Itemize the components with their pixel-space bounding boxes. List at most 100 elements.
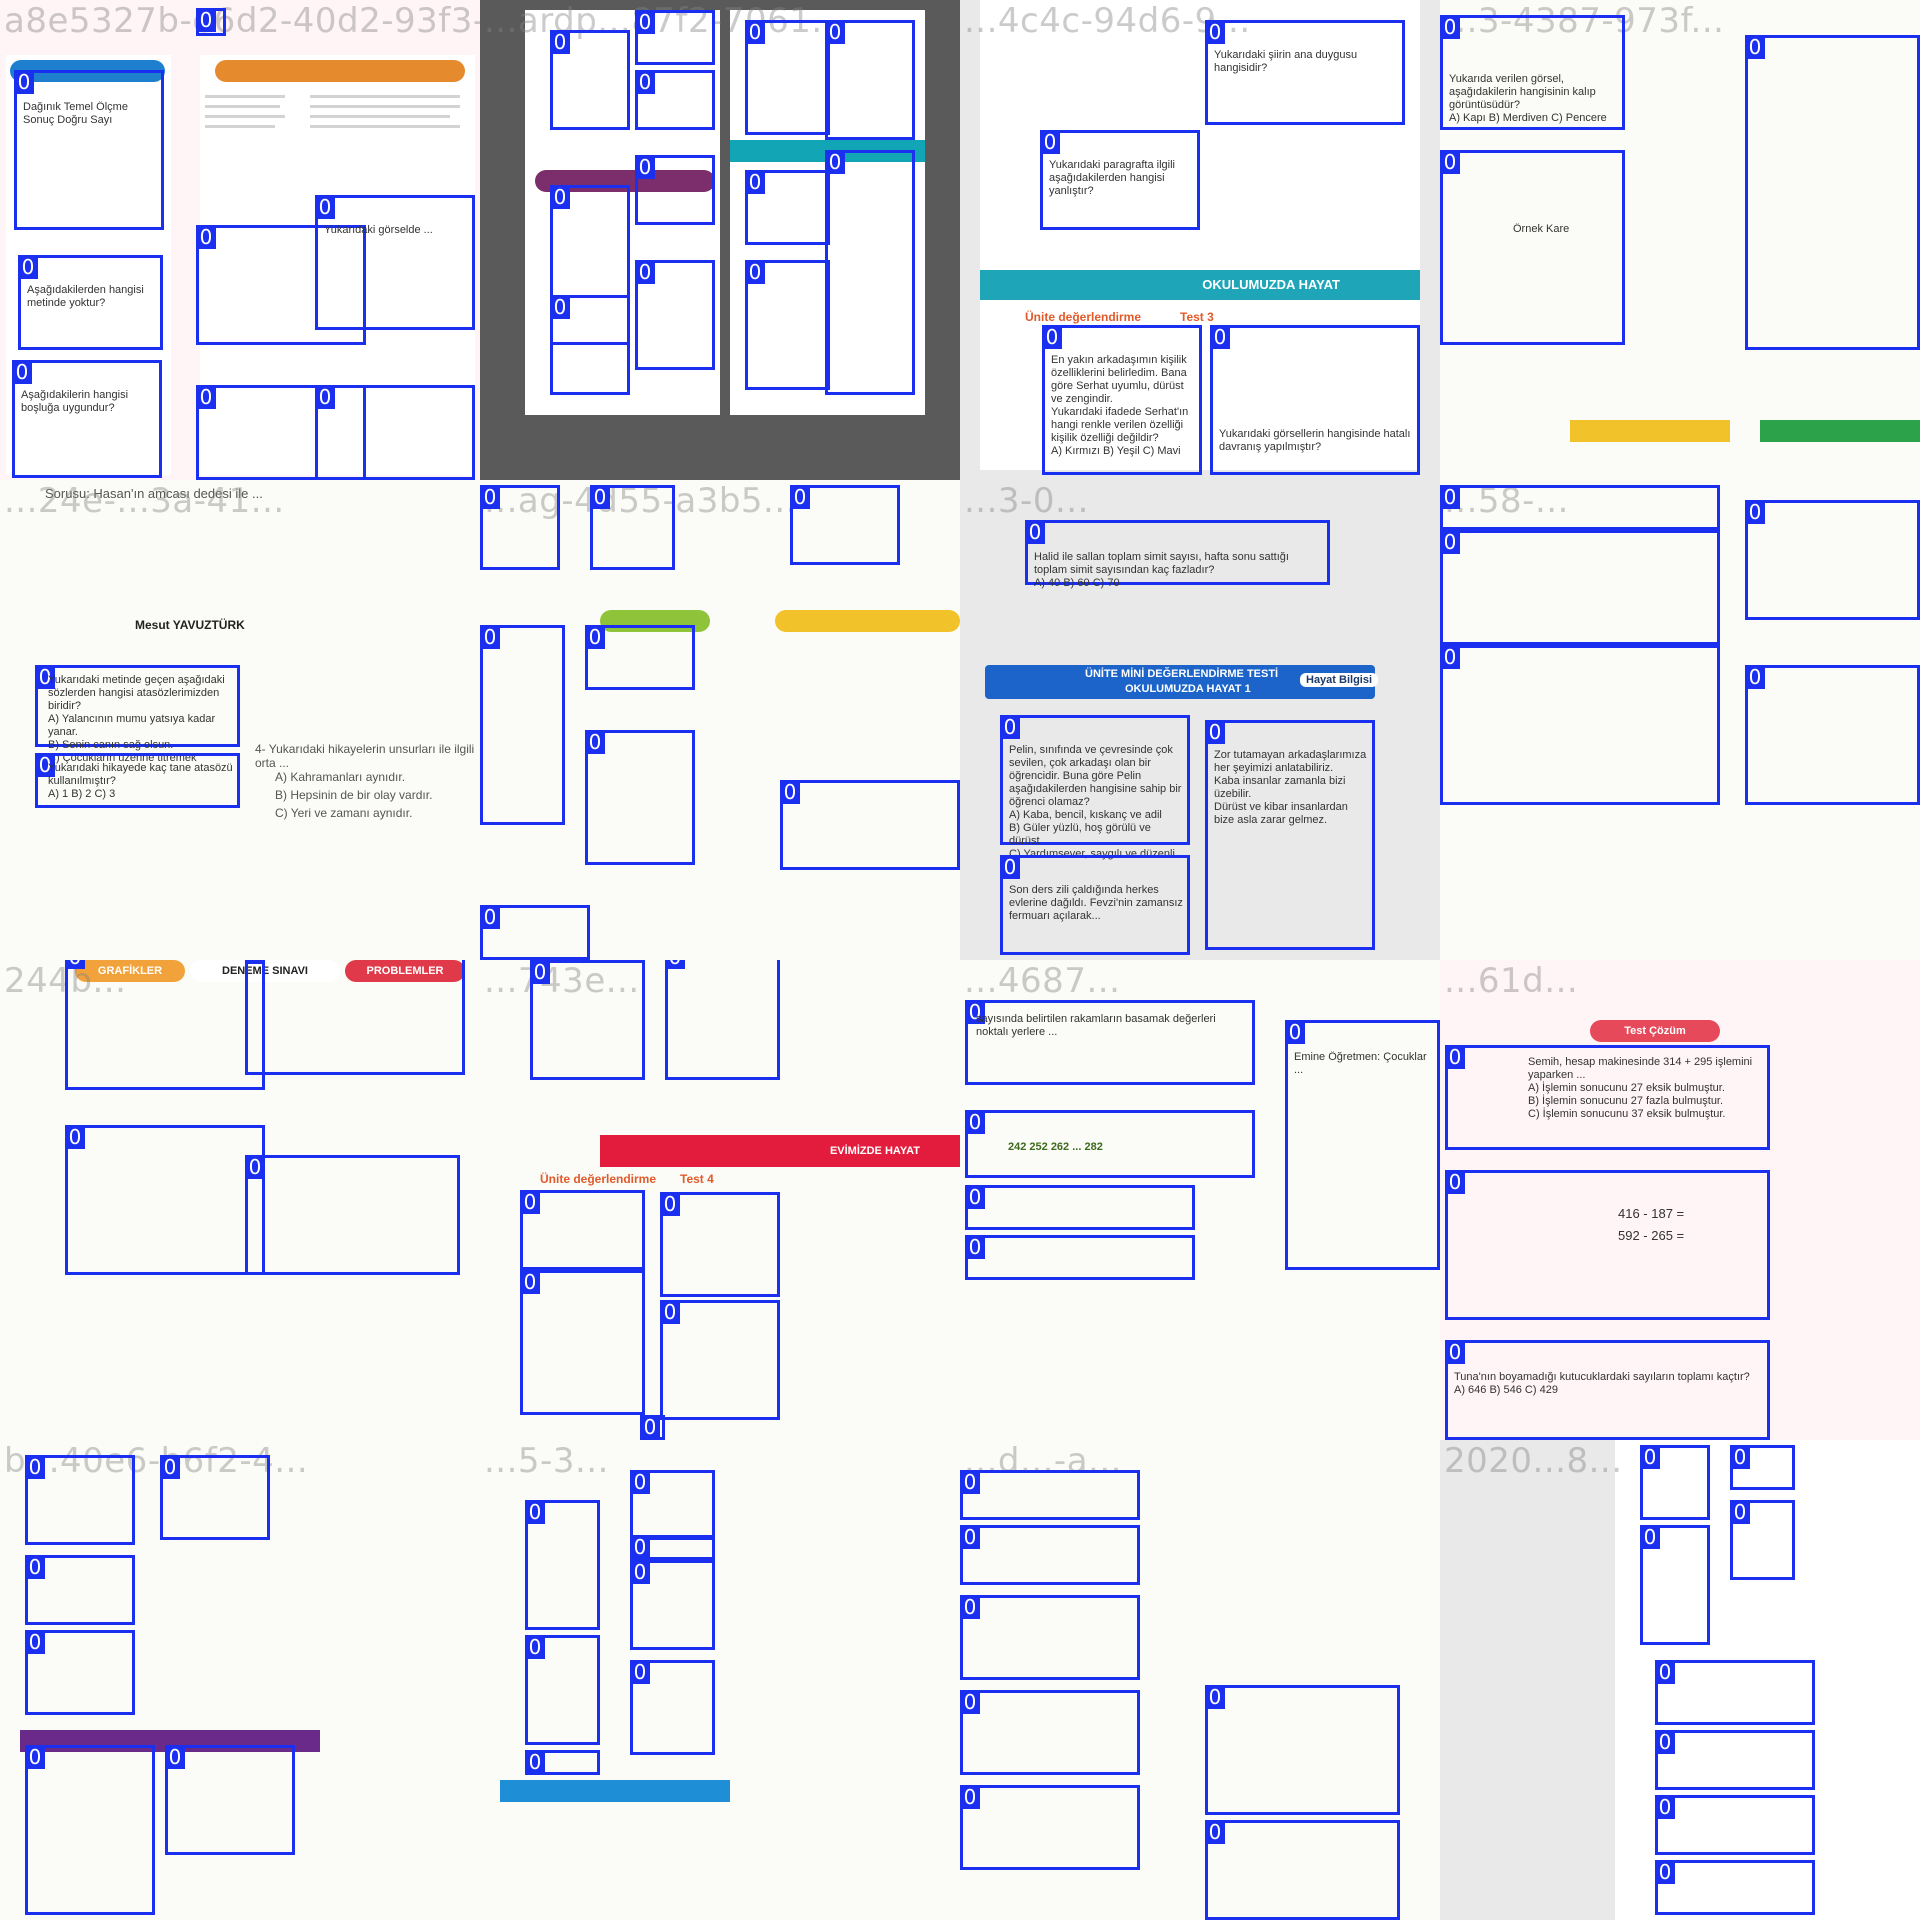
question-box: 0 bbox=[315, 385, 475, 480]
box-text: Yukarıda verilen görsel, aşağıdakilerin … bbox=[1449, 73, 1607, 124]
question-box: 0 bbox=[960, 1785, 1140, 1870]
tile-2: ...ardp...87f2-7061... 0 0 0 0 0 0 0 0 0… bbox=[480, 0, 960, 480]
box-label: 0 bbox=[635, 155, 655, 179]
question-box: 0 bbox=[550, 30, 630, 130]
question-box: 0 bbox=[960, 1525, 1140, 1585]
question-box: 0 bbox=[635, 10, 715, 65]
box-label: 0 bbox=[1730, 1500, 1750, 1524]
test-badge: Test Çözüm bbox=[1590, 1020, 1720, 1042]
question-box: 0 bbox=[960, 1690, 1140, 1775]
question-box: 0 sayısında belirtilen rakamların basamak… bbox=[965, 1000, 1255, 1085]
body-line: 4- Yukarıdaki hikayelerin unsurları ile … bbox=[255, 742, 475, 770]
question-box: 0 bbox=[960, 1470, 1140, 1520]
box-label: 0 bbox=[630, 1470, 650, 1494]
box-text: Aşağıdakilerin hangisi boşluğa uygundur? bbox=[21, 389, 129, 414]
box-label: 0 bbox=[14, 70, 34, 94]
question-box: 0 242 252 262 ... 282 bbox=[965, 1110, 1255, 1178]
question-box: 0 bbox=[745, 170, 830, 245]
box-label: 0 bbox=[160, 1455, 180, 1479]
box-label: 0 bbox=[1445, 1045, 1465, 1069]
box-label: 0 bbox=[660, 1300, 680, 1324]
question-box: 0 bbox=[160, 1455, 270, 1540]
box-label: 0 bbox=[196, 225, 216, 249]
box-label: 0 bbox=[965, 1185, 985, 1209]
box-label: 0 bbox=[1655, 1795, 1675, 1819]
question-box: 0 bbox=[196, 225, 366, 345]
box-label: 0 bbox=[12, 360, 32, 384]
test-subtitle: OKULUMUZDA HAYAT 1 bbox=[1125, 683, 1251, 695]
box-text: 242 252 262 ... 282 bbox=[1008, 1141, 1103, 1153]
test-label: Test 3 bbox=[1180, 310, 1214, 324]
header-band: PROBLEMLER bbox=[345, 960, 465, 982]
box-label: 0 bbox=[196, 8, 216, 32]
question-box: 0 bbox=[630, 1660, 715, 1755]
box-label: 0 bbox=[1042, 325, 1062, 349]
question-box: 0 Son ders zili çaldığında herkes evlerin… bbox=[1000, 855, 1190, 955]
box-label: 0 bbox=[965, 1000, 985, 1024]
box-label: 0 bbox=[960, 1785, 980, 1809]
text-line bbox=[310, 105, 460, 108]
box-label: 0 bbox=[65, 1125, 85, 1149]
tile-8: ...58-... 0 0 0 0 0 bbox=[1440, 480, 1920, 960]
box-label: 0 bbox=[960, 1470, 980, 1494]
box-label: 0 bbox=[640, 1415, 660, 1439]
box-text: Yukarıdaki paragrafta ilgili aşağıdakile… bbox=[1049, 159, 1175, 197]
box-label: 0 bbox=[480, 485, 500, 509]
box-label: 0 bbox=[315, 385, 335, 409]
question-box: 0 bbox=[1655, 1660, 1815, 1725]
box-label: 0 bbox=[1025, 520, 1045, 544]
box-label: 0 bbox=[25, 1455, 45, 1479]
question-box: 0 bbox=[25, 1555, 135, 1625]
box-text: Halid ile sallan toplam simit sayısı, ha… bbox=[1034, 551, 1289, 589]
box-label: 0 bbox=[660, 1192, 680, 1216]
box-text: Son ders zili çaldığında herkes evlerine… bbox=[1009, 884, 1183, 922]
text-line bbox=[310, 95, 460, 98]
box-label: 0 bbox=[585, 625, 605, 649]
box-label: 0 bbox=[25, 1630, 45, 1654]
box-label: 0 bbox=[65, 960, 85, 969]
box-label: 0 bbox=[550, 185, 570, 209]
box-label: 0 bbox=[1285, 1020, 1305, 1044]
question-box: 0 Aşağıdakilerin hangisi boşluğa uygundur… bbox=[12, 360, 162, 478]
question-box: 0 bbox=[196, 8, 226, 36]
box-label: 0 bbox=[480, 625, 500, 649]
header-band: OKULUMUZDA HAYAT bbox=[980, 270, 1420, 300]
box-label: 0 bbox=[165, 1745, 185, 1769]
question-box: 0 bbox=[635, 70, 715, 130]
box-label: 0 bbox=[1040, 130, 1060, 154]
question-box: 0 Aşağıdakilerden hangisi metinde yoktur? bbox=[18, 255, 163, 350]
tile-14: ...5-3... 0 0 0 0 0 0 0 bbox=[480, 1440, 960, 1920]
box-label: 0 bbox=[1655, 1660, 1675, 1684]
tile-watermark: ...3-0... bbox=[964, 481, 1089, 521]
box-label: 0 bbox=[245, 1155, 265, 1179]
header-band bbox=[1570, 420, 1730, 442]
question-box: 0 bbox=[590, 485, 675, 570]
question-box: 0 bbox=[660, 1300, 780, 1420]
text-line bbox=[205, 95, 285, 98]
header-band bbox=[500, 1780, 730, 1802]
question-box: 0 bbox=[520, 1270, 645, 1415]
tile-1: a8e5327b-e6d2-40d2-93f3-83469146... 0 Dağ… bbox=[0, 0, 480, 480]
question-box: 0 bbox=[480, 485, 560, 570]
box-text: Yukarıdaki şiirin ana duygusu hangisidir… bbox=[1214, 49, 1358, 74]
test-title: ÜNİTE MİNİ DEĞERLENDİRME TESTİ bbox=[1085, 668, 1279, 680]
author-name: Mesut YAVUZTÜRK bbox=[135, 618, 245, 632]
question-box: 0 bbox=[65, 1125, 265, 1275]
box-text: Semih, hesap makinesinde 314 + 295 işlem… bbox=[1528, 1056, 1753, 1120]
question-box: 0 bbox=[1745, 665, 1920, 805]
box-text: Yukarıdaki görsellerin hangisinde hatalı… bbox=[1219, 428, 1411, 453]
tile-watermark: ...61d... bbox=[1444, 961, 1579, 1001]
box-label: 0 bbox=[825, 20, 845, 44]
question-box: 0 bbox=[780, 780, 960, 870]
box-text: Tuna'nın boyamadığı kutucuklardaki sayıl… bbox=[1454, 1371, 1750, 1396]
box-text: sayısında belirtilen rakamların basamak … bbox=[976, 1013, 1216, 1038]
box-text: Pelin, sınıfında ve çevresinde çok sevil… bbox=[1009, 744, 1182, 860]
section-title: Ünite değerlendirme bbox=[540, 1172, 657, 1186]
box-label: 0 bbox=[1745, 665, 1765, 689]
question-box: 0 bbox=[825, 150, 915, 395]
question-box: 0 bbox=[165, 1745, 295, 1855]
header-band bbox=[775, 610, 960, 632]
box-label: 0 bbox=[18, 255, 38, 279]
question-box: 0 bbox=[635, 260, 715, 370]
question-box: 0 Halid ile sallan toplam simit sayısı, h… bbox=[1025, 520, 1330, 589]
